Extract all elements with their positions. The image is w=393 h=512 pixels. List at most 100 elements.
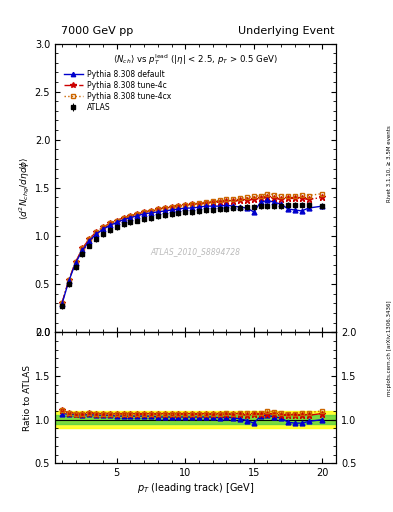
Pythia 8.308 tune-4cx xyxy=(299,191,304,198)
Pythia 8.308 default xyxy=(87,238,92,244)
Text: mcplots.cern.ch [arXiv:1306.3436]: mcplots.cern.ch [arXiv:1306.3436] xyxy=(387,301,391,396)
Pythia 8.308 tune-4cx xyxy=(149,208,153,214)
Pythia 8.308 default xyxy=(66,278,71,284)
Pythia 8.308 tune-4cx xyxy=(286,194,290,200)
Bar xyxy=(55,411,336,429)
Pythia 8.308 default xyxy=(183,205,187,211)
Pythia 8.308 tune-4c xyxy=(217,199,222,205)
Pythia 8.308 default xyxy=(176,206,181,212)
Pythia 8.308 tune-4c xyxy=(244,197,249,203)
Pythia 8.308 tune-4cx xyxy=(252,194,256,200)
Pythia 8.308 default xyxy=(162,208,167,214)
Pythia 8.308 tune-4c xyxy=(279,196,283,202)
Pythia 8.308 default xyxy=(292,207,297,213)
Line: Pythia 8.308 default: Pythia 8.308 default xyxy=(59,198,325,307)
Pythia 8.308 tune-4c xyxy=(169,204,174,210)
Pythia 8.308 default xyxy=(286,206,290,212)
Pythia 8.308 tune-4cx xyxy=(204,199,208,205)
Pythia 8.308 default xyxy=(217,203,222,209)
Pythia 8.308 default xyxy=(299,208,304,214)
Pythia 8.308 default xyxy=(114,220,119,226)
Text: $\langle N_{ch}\rangle$ vs $p_T^{\rm lead}$ ($|\eta|$ < 2.5, $p_T$ > 0.5 GeV): $\langle N_{ch}\rangle$ vs $p_T^{\rm lea… xyxy=(113,52,278,67)
Pythia 8.308 tune-4cx xyxy=(176,203,181,209)
Pythia 8.308 tune-4c xyxy=(286,196,290,202)
Pythia 8.308 default xyxy=(94,231,99,237)
Pythia 8.308 tune-4cx xyxy=(292,194,297,200)
Pythia 8.308 tune-4cx xyxy=(183,202,187,208)
Pythia 8.308 default xyxy=(80,247,85,253)
Pythia 8.308 tune-4c xyxy=(142,209,147,215)
Line: Pythia 8.308 tune-4c: Pythia 8.308 tune-4c xyxy=(59,195,325,306)
Pythia 8.308 tune-4cx xyxy=(169,204,174,210)
Pythia 8.308 tune-4c xyxy=(135,211,140,217)
Pythia 8.308 default xyxy=(101,226,105,232)
Pythia 8.308 default xyxy=(210,203,215,209)
Pythia 8.308 tune-4c xyxy=(162,205,167,211)
Pythia 8.308 tune-4c xyxy=(114,218,119,224)
Pythia 8.308 tune-4cx xyxy=(135,211,140,217)
Legend: Pythia 8.308 default, Pythia 8.308 tune-4c, Pythia 8.308 tune-4cx, ATLAS: Pythia 8.308 default, Pythia 8.308 tune-… xyxy=(62,68,173,114)
Pythia 8.308 tune-4cx xyxy=(128,212,133,219)
Pythia 8.308 tune-4c xyxy=(258,196,263,202)
Pythia 8.308 tune-4cx xyxy=(190,201,195,207)
Pythia 8.308 default xyxy=(238,204,242,210)
Pythia 8.308 default xyxy=(156,209,160,215)
Pythia 8.308 tune-4c xyxy=(265,195,270,201)
X-axis label: $p_T$ (leading track) [GeV]: $p_T$ (leading track) [GeV] xyxy=(137,481,254,495)
Pythia 8.308 default xyxy=(252,209,256,215)
Text: Underlying Event: Underlying Event xyxy=(237,26,334,36)
Pythia 8.308 tune-4cx xyxy=(156,206,160,212)
Pythia 8.308 tune-4cx xyxy=(224,196,229,202)
Pythia 8.308 tune-4c xyxy=(80,245,85,251)
Pythia 8.308 tune-4cx xyxy=(87,236,92,242)
Pythia 8.308 tune-4c xyxy=(320,195,325,201)
Pythia 8.308 default xyxy=(231,203,235,209)
Pythia 8.308 tune-4cx xyxy=(162,205,167,211)
Pythia 8.308 tune-4cx xyxy=(59,300,64,306)
Pythia 8.308 default xyxy=(224,202,229,208)
Pythia 8.308 default xyxy=(59,301,64,307)
Pythia 8.308 default xyxy=(149,210,153,216)
Pythia 8.308 tune-4cx xyxy=(258,193,263,199)
Text: 7000 GeV pp: 7000 GeV pp xyxy=(61,26,133,36)
Y-axis label: $\langle d^2 N_{chg}/d\eta d\phi\rangle$: $\langle d^2 N_{chg}/d\eta d\phi\rangle$ xyxy=(17,156,32,220)
Pythia 8.308 tune-4c xyxy=(66,277,71,283)
Pythia 8.308 tune-4cx xyxy=(108,220,112,226)
Pythia 8.308 default xyxy=(142,211,147,217)
Pythia 8.308 tune-4c xyxy=(101,224,105,230)
Pythia 8.308 default xyxy=(320,203,325,209)
Pythia 8.308 tune-4cx xyxy=(196,200,201,206)
Pythia 8.308 tune-4cx xyxy=(231,196,235,202)
Pythia 8.308 default xyxy=(128,215,133,221)
Pythia 8.308 tune-4c xyxy=(183,202,187,208)
Pythia 8.308 tune-4cx xyxy=(114,218,119,224)
Pythia 8.308 tune-4c xyxy=(272,196,277,202)
Pythia 8.308 tune-4cx xyxy=(279,193,283,199)
Line: Pythia 8.308 tune-4cx: Pythia 8.308 tune-4cx xyxy=(59,191,325,306)
Pythia 8.308 tune-4c xyxy=(156,206,160,212)
Pythia 8.308 tune-4c xyxy=(196,201,201,207)
Pythia 8.308 tune-4c xyxy=(59,300,64,306)
Pythia 8.308 tune-4c xyxy=(176,203,181,209)
Pythia 8.308 tune-4cx xyxy=(320,190,325,197)
Pythia 8.308 tune-4c xyxy=(73,259,78,265)
Y-axis label: Ratio to ATLAS: Ratio to ATLAS xyxy=(23,365,32,431)
Pythia 8.308 default xyxy=(196,204,201,210)
Pythia 8.308 tune-4c xyxy=(210,199,215,205)
Pythia 8.308 tune-4cx xyxy=(142,209,147,215)
Pythia 8.308 default xyxy=(169,207,174,213)
Pythia 8.308 tune-4cx xyxy=(244,195,249,201)
Pythia 8.308 tune-4c xyxy=(128,212,133,219)
Pythia 8.308 tune-4c xyxy=(292,196,297,202)
Pythia 8.308 tune-4c xyxy=(252,196,256,202)
Pythia 8.308 tune-4cx xyxy=(121,215,126,221)
Pythia 8.308 tune-4cx xyxy=(238,196,242,202)
Pythia 8.308 tune-4c xyxy=(94,229,99,235)
Pythia 8.308 default xyxy=(258,199,263,205)
Pythia 8.308 default xyxy=(244,205,249,211)
Pythia 8.308 default xyxy=(306,205,311,211)
Pythia 8.308 default xyxy=(73,260,78,266)
Bar xyxy=(55,415,336,424)
Pythia 8.308 default xyxy=(135,212,140,219)
Pythia 8.308 tune-4c xyxy=(108,220,112,226)
